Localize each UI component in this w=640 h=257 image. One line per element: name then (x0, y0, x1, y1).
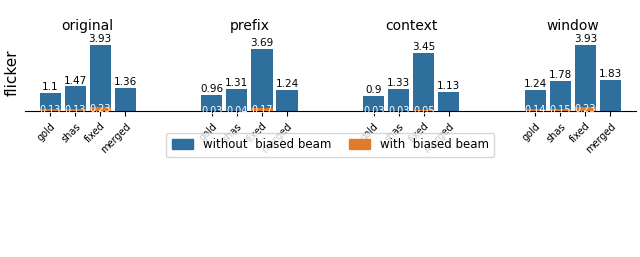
Text: 1.24: 1.24 (524, 79, 547, 89)
Bar (438, 92, 460, 111)
Bar (40, 109, 61, 111)
Bar (90, 107, 111, 111)
Bar (525, 90, 546, 111)
Text: 0.03: 0.03 (201, 106, 223, 116)
Text: 0.14: 0.14 (525, 105, 546, 115)
Text: window: window (547, 20, 599, 33)
Text: 1.31: 1.31 (225, 78, 248, 88)
Text: 3.93: 3.93 (574, 34, 597, 44)
Text: 0.23: 0.23 (90, 104, 111, 114)
Bar (388, 89, 409, 111)
Bar (550, 109, 571, 111)
Text: prefix: prefix (229, 20, 269, 33)
Bar (550, 81, 571, 111)
Text: 1.13: 1.13 (437, 81, 460, 91)
Text: 1.33: 1.33 (387, 78, 410, 88)
Text: 0.17: 0.17 (251, 105, 273, 115)
Bar (252, 49, 273, 111)
Text: 1.36: 1.36 (114, 77, 137, 87)
Text: 0.13: 0.13 (40, 105, 61, 115)
Bar (65, 86, 86, 111)
Text: 3.93: 3.93 (88, 34, 112, 44)
Text: 0.03: 0.03 (363, 106, 384, 116)
Text: 0.96: 0.96 (200, 84, 223, 94)
Bar (115, 88, 136, 111)
Bar (600, 80, 621, 111)
Bar (201, 95, 223, 111)
Text: 3.69: 3.69 (250, 38, 273, 48)
Bar (525, 109, 546, 111)
Bar (227, 89, 248, 111)
Bar (90, 45, 111, 111)
Text: 0.05: 0.05 (413, 106, 435, 116)
Y-axis label: flicker: flicker (4, 50, 19, 96)
Bar (413, 53, 435, 111)
Bar (575, 107, 596, 111)
Text: 1.83: 1.83 (599, 69, 622, 79)
Text: 3.45: 3.45 (412, 42, 435, 52)
Text: 1.47: 1.47 (63, 76, 87, 86)
Bar (252, 108, 273, 111)
Text: 1.78: 1.78 (548, 70, 572, 80)
Bar (65, 109, 86, 111)
Text: 0.23: 0.23 (575, 104, 596, 114)
Text: context: context (385, 20, 437, 33)
Bar (276, 90, 298, 111)
Text: 0.04: 0.04 (226, 106, 248, 116)
Text: 0.15: 0.15 (550, 105, 571, 115)
Bar (40, 93, 61, 111)
Legend: without  biased beam, with  biased beam: without biased beam, with biased beam (166, 133, 495, 157)
Text: 1.24: 1.24 (275, 79, 299, 89)
Text: original: original (61, 20, 114, 33)
Bar (363, 96, 384, 111)
Text: 0.13: 0.13 (65, 105, 86, 115)
Text: 0.9: 0.9 (365, 85, 382, 95)
Text: 0.03: 0.03 (388, 106, 410, 116)
Bar (575, 45, 596, 111)
Text: 1.1: 1.1 (42, 82, 58, 92)
